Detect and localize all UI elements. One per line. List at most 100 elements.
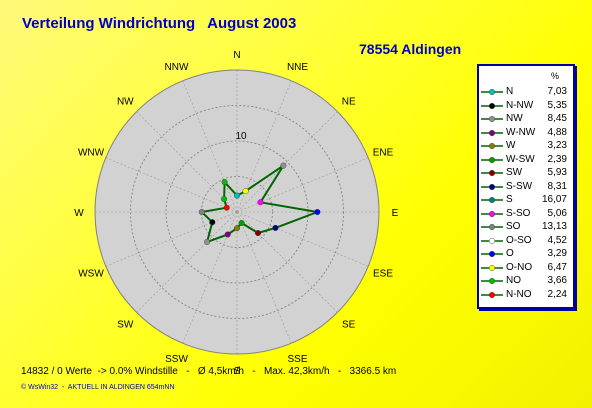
data-point-ene <box>257 199 264 206</box>
legend-direction: W <box>506 140 516 151</box>
legend-item: N-NO 2,24 <box>479 288 573 302</box>
legend-direction: W-SW <box>506 153 535 165</box>
legend-direction: N <box>506 86 514 97</box>
legend-percent: 16,07 <box>541 194 567 205</box>
legend-item: O 3,29 <box>479 247 573 261</box>
legend-percent: 7,03 <box>547 86 567 97</box>
legend-percent: 5,35 <box>547 99 567 111</box>
legend-direction: SW <box>506 167 523 178</box>
data-point-ese <box>272 224 279 231</box>
legend-rows: N 7,03 N-NW 5,35 NW 8,45 W-NW 4,88 W 3,23 W-SW 2,39… <box>479 85 573 301</box>
legend-direction: N-NO <box>506 288 532 300</box>
legend-marker-icon <box>481 170 503 176</box>
legend-percent: 2,39 <box>547 153 567 165</box>
legend-direction: N-NW <box>506 99 534 111</box>
direction-label-nw: NW <box>117 96 134 107</box>
legend-item: NO 3,66 <box>479 274 573 288</box>
legend-direction: O <box>506 248 514 259</box>
legend-marker-icon <box>481 278 503 284</box>
legend-percent: 8,45 <box>547 113 567 124</box>
software-credit: © WsWin32 - AKTUELL IN ALDINGEN 654mNN <box>21 384 175 391</box>
data-point-nw <box>221 196 228 203</box>
direction-label-ese: ESE <box>373 269 393 280</box>
legend-item: O-SO 4,52 <box>479 234 573 248</box>
legend-percent: 5,93 <box>547 167 567 178</box>
legend-marker-icon <box>481 291 503 298</box>
legend-unit: % <box>550 71 559 81</box>
direction-label-sse: SSE <box>287 354 307 365</box>
data-point-ne <box>280 162 287 169</box>
data-point-wnw <box>223 204 230 211</box>
legend-direction: O-NO <box>506 261 533 273</box>
legend-item: S 16,07 <box>479 193 573 207</box>
direction-label-se: SE <box>342 320 356 331</box>
data-point-wsw <box>209 219 216 226</box>
grid-ring <box>165 140 309 284</box>
data-point-sw <box>204 238 211 245</box>
legend-percent: 4,52 <box>547 234 567 246</box>
direction-label-wnw: WNW <box>78 148 105 159</box>
grid-ring <box>201 176 273 248</box>
ring-label: 10 <box>235 131 247 142</box>
direction-label-nne: NNE <box>287 62 308 73</box>
legend-item: W-NW 4,88 <box>479 126 573 140</box>
legend-marker-icon <box>481 197 503 203</box>
legend-direction: S <box>506 194 513 205</box>
legend-direction: NO <box>506 275 521 286</box>
legend-direction: SO <box>506 221 521 232</box>
legend-marker-icon <box>481 129 503 136</box>
chart-title: Verteilung Windrichtung August 2003 <box>22 15 297 32</box>
legend-item: SO 13,13 <box>479 220 573 234</box>
legend-percent: 8,31 <box>547 180 567 192</box>
data-point-w <box>198 208 205 215</box>
legend-marker-icon <box>481 183 503 190</box>
legend-item: W 3,23 <box>479 139 573 153</box>
data-point-nne <box>242 188 249 195</box>
legend-marker-icon <box>481 210 503 217</box>
grid-ring <box>130 105 344 319</box>
legend-direction: W-NW <box>506 126 536 138</box>
legend-direction: NW <box>506 113 523 124</box>
legend-marker-icon <box>481 237 503 244</box>
legend-item: S-SO 5,06 <box>479 207 573 221</box>
legend-direction: S-SO <box>506 207 531 219</box>
legend-marker-icon <box>481 251 503 257</box>
data-point-e <box>314 208 321 215</box>
legend-percent: 13,13 <box>541 221 567 232</box>
legend-item: NW 8,45 <box>479 112 573 126</box>
legend-item: N-NW 5,35 <box>479 99 573 113</box>
legend-item: SW 5,93 <box>479 166 573 180</box>
direction-label-ssw: SSW <box>165 354 188 365</box>
direction-label-wsw: WSW <box>78 269 104 280</box>
direction-label-e: E <box>392 208 399 219</box>
data-point-s <box>233 225 240 232</box>
legend-marker-icon <box>481 224 503 230</box>
legend-item: O-NO 6,47 <box>479 261 573 275</box>
data-point-ssw <box>224 231 231 238</box>
data-point-nnw <box>221 179 228 186</box>
direction-label-s: S <box>234 366 241 377</box>
legend-percent: 3,23 <box>547 140 567 151</box>
direction-label-nnw: NNW <box>165 62 189 73</box>
legend-direction: S-SW <box>506 180 533 192</box>
data-point-n <box>233 192 240 199</box>
direction-label-w: W <box>74 208 84 219</box>
direction-label-n: N <box>233 50 240 61</box>
station-name: 78554 Aldingen <box>359 41 462 57</box>
legend-percent: 5,06 <box>547 207 567 219</box>
statistics-footer: 14832 / 0 Werte -> 0.0% Windstille - Ø 4… <box>21 366 397 377</box>
legend-percent: 3,29 <box>547 248 567 259</box>
data-point-se <box>254 229 261 236</box>
legend-percent: 6,47 <box>547 261 567 273</box>
legend: % N 7,03 N-NW 5,35 NW 8,45 W-NW 4,88 W 3,23 W-SW 2,… <box>477 64 575 309</box>
legend-marker-icon <box>481 116 503 122</box>
legend-percent: 3,66 <box>547 275 567 286</box>
legend-marker-icon <box>481 143 503 149</box>
legend-marker-icon <box>481 156 503 163</box>
data-point-sse <box>238 219 245 226</box>
legend-item: W-SW 2,39 <box>479 153 573 167</box>
legend-marker-icon <box>481 102 503 109</box>
legend-item: S-SW 8,31 <box>479 180 573 194</box>
direction-label-sw: SW <box>117 320 134 331</box>
